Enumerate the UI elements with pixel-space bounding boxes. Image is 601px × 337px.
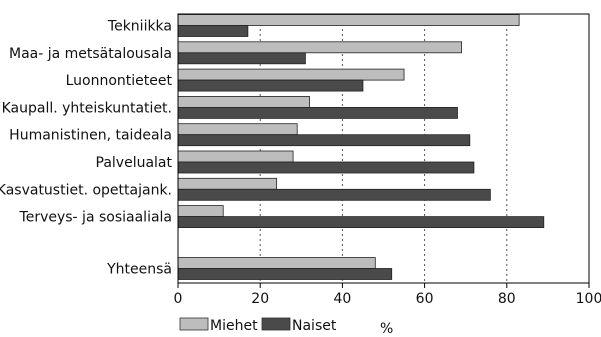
bar-naiset (177, 134, 471, 147)
bars (177, 14, 545, 280)
category-label: Palvelualat (96, 155, 173, 171)
legend-swatch-miehet (179, 317, 209, 331)
x-axis-ticks: 0 20 40 60 80 100 (174, 283, 601, 307)
category-label: Yhteensä (106, 262, 172, 278)
bar-miehet (177, 123, 298, 136)
bar-miehet (177, 257, 376, 269)
bar-naiset (177, 216, 545, 229)
legend-label-naiset: Naiset (292, 318, 337, 334)
bar-miehet (177, 150, 294, 163)
bar-naiset (177, 107, 458, 119)
bar-naiset (177, 52, 306, 65)
legend: Miehet Naiset (179, 317, 337, 334)
bar-naiset (177, 25, 249, 37)
category-label: Humanistinen, taideala (9, 128, 172, 144)
x-tick-label-80: 80 (498, 291, 516, 307)
x-tick-label-60: 60 (416, 291, 434, 307)
x-axis-label: % (380, 321, 393, 337)
bar-miehet (177, 205, 224, 218)
bar-naiset (177, 79, 364, 92)
bar-miehet (177, 14, 520, 26)
x-tick-label-40: 40 (333, 291, 351, 307)
bar-miehet (177, 68, 405, 81)
category-label: Kasvatustiet. opettajank. (0, 182, 172, 198)
category-label: Kaupall. yhteiskuntatiet. (2, 100, 172, 116)
plot-frame (177, 13, 590, 284)
x-tick-label-20: 20 (251, 291, 269, 307)
category-label: Maa- ja metsätalousala (9, 46, 172, 62)
bar-naiset (177, 188, 491, 201)
bar-naiset (177, 161, 475, 174)
legend-label-miehet: Miehet (210, 318, 258, 334)
bar-miehet (177, 96, 310, 108)
category-label: Tekniikka (107, 19, 172, 35)
category-label: Luonnontieteet (66, 73, 173, 89)
legend-swatch-naiset (261, 317, 291, 331)
bar-miehet (177, 41, 462, 54)
category-labels: Tekniikka Maa- ja metsätalousala Luonnonti… (0, 19, 173, 278)
bar-naiset (177, 268, 393, 280)
x-tick-label-0: 0 (174, 291, 183, 307)
bar-miehet (177, 177, 278, 190)
category-label: Terveys- ja sosiaaliala (19, 210, 172, 226)
x-tick-label-100: 100 (576, 291, 601, 307)
